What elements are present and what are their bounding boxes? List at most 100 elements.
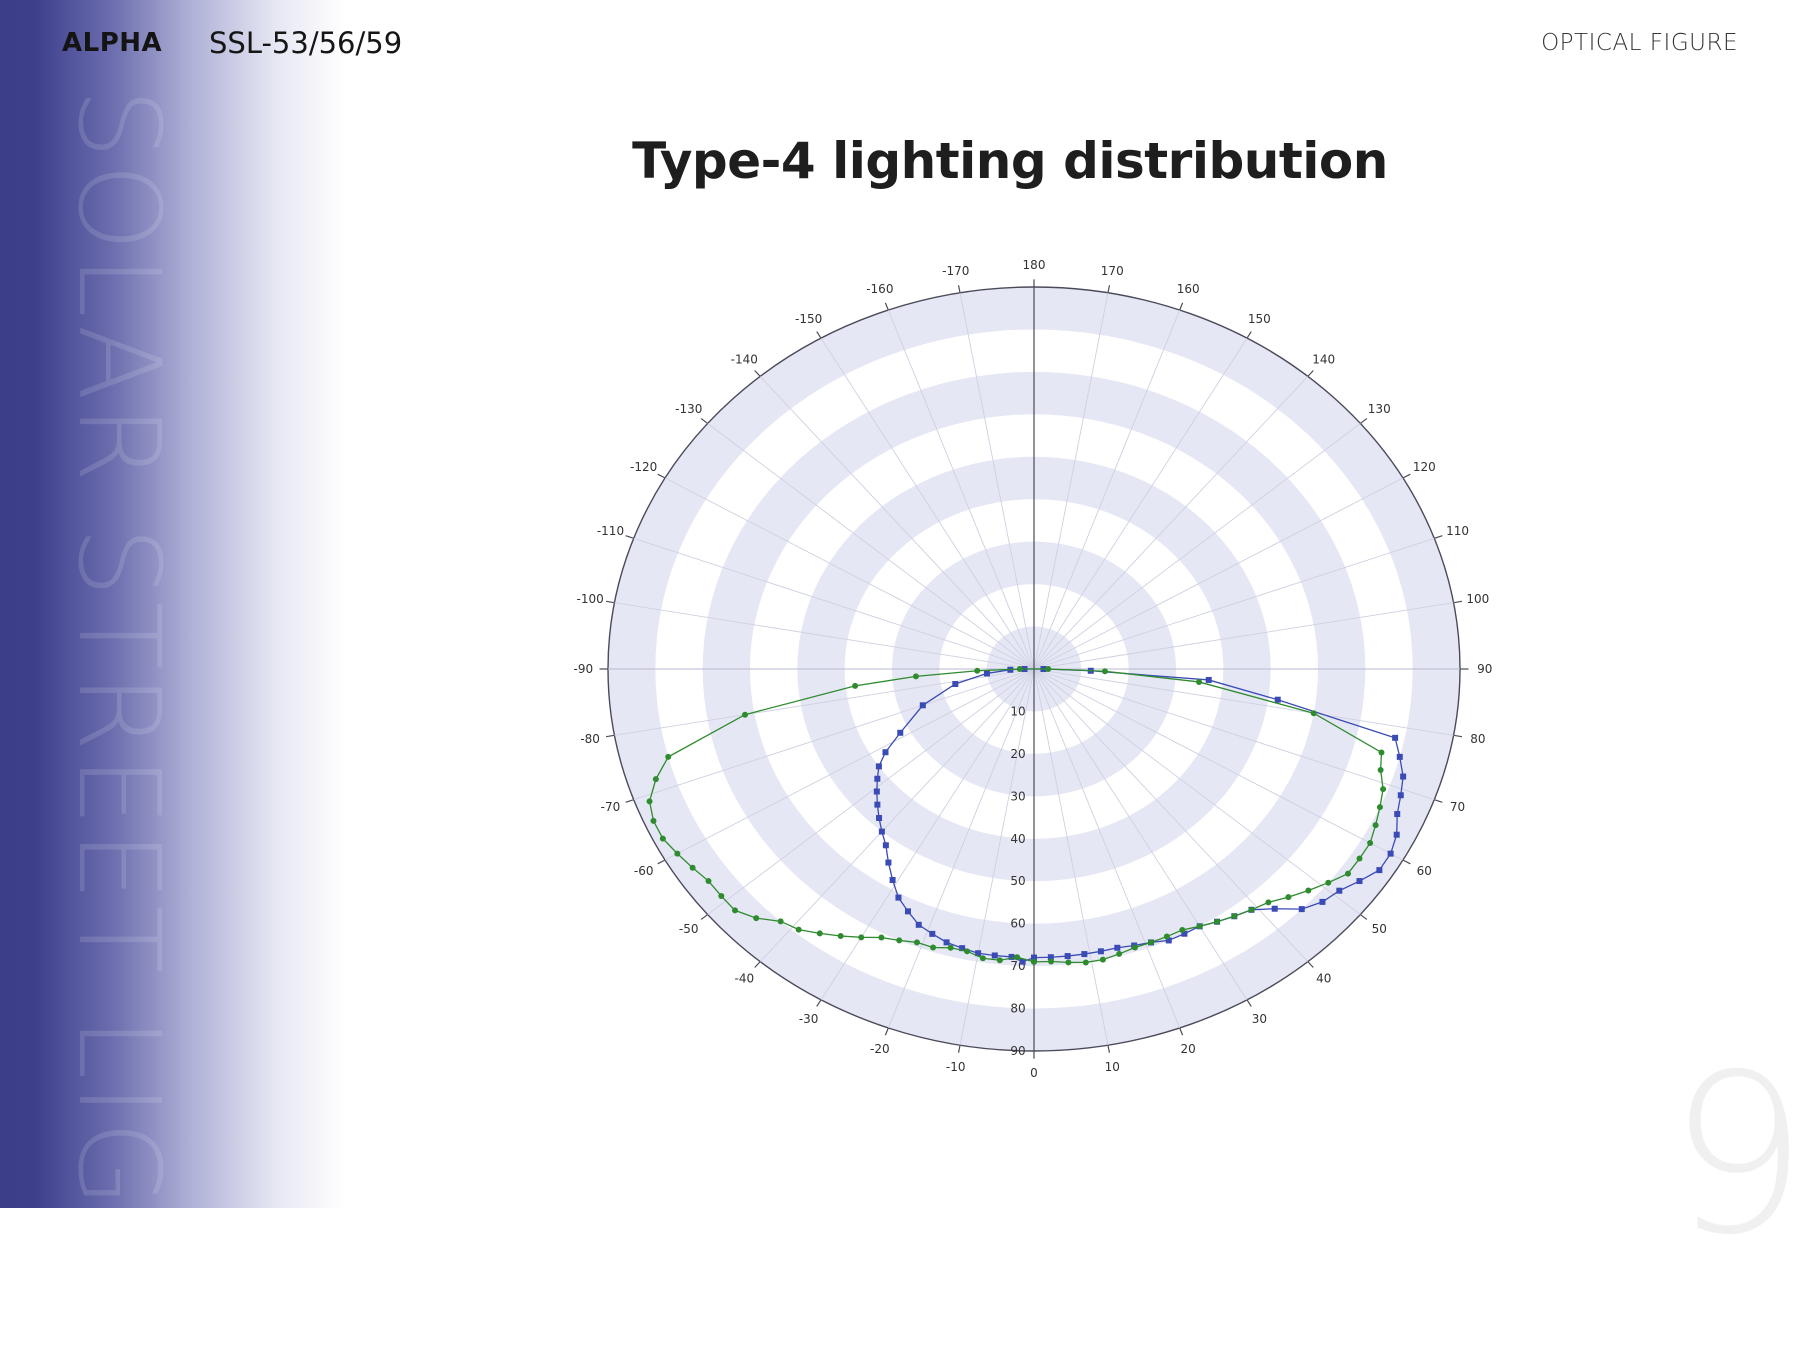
series-green-point [646,798,653,805]
spoke-line [1033,668,1248,1001]
series-blue-line [876,668,1404,963]
series-green-point [1345,870,1352,877]
radial-label: 20 [1010,747,1025,761]
series-green-point [837,932,844,939]
angle-label: 30 [1252,1012,1267,1026]
series-blue-point [1008,953,1015,960]
series-green-point [652,776,659,783]
spoke-line [1033,668,1309,962]
angle-label: 160 [1177,282,1200,296]
series-blue-point [1274,696,1281,703]
series-blue-point [1081,951,1088,958]
angle-label: -150 [795,312,822,326]
radial-label: 30 [1010,789,1025,803]
series-blue-point [1394,811,1401,818]
series-blue-point [1097,948,1104,955]
radial-label: 90 [1010,1044,1025,1058]
spoke-line [959,292,1035,670]
angle-tick [1434,799,1443,803]
series-green-point [1214,918,1221,925]
series-blue-point [1336,887,1343,894]
spoke-line [1033,668,1404,861]
series-blue-point [882,749,889,756]
series-green-point [1131,944,1138,951]
series-blue-point [983,670,990,677]
series-green-point [979,955,986,962]
angle-tick [625,799,634,803]
series-blue-point [889,877,896,884]
series-blue-point [1047,954,1054,961]
series-green-point [1372,822,1379,829]
angle-label: 50 [1372,922,1387,936]
angle-label: 70 [1450,800,1465,814]
series-blue-point [1396,753,1403,760]
angle-label: 110 [1446,524,1469,538]
sidebar-gradient [0,0,345,1208]
series-green-point [1031,958,1037,965]
angle-label: 80 [1470,732,1485,746]
spoke-line [1033,668,1435,801]
series-blue-point [1387,850,1394,857]
series-green-point [1376,804,1383,811]
series-blue-point [975,950,982,957]
angle-tick [1453,600,1463,604]
series-green-point [1045,666,1052,672]
angle-label: -50 [679,922,699,936]
series-green-point [1065,959,1072,966]
series-blue-point [1397,792,1404,799]
angle-label: 180 [1023,258,1046,272]
spoke-line [1033,537,1435,670]
angle-labels: 0 10 20 30 40 50 60 70 80 90 100 110 120 130 140 150 160… [573,258,1492,1080]
series-blue-point [1181,930,1188,937]
series-blue-point [897,729,904,736]
series-blue-point [1319,898,1326,905]
series-green-point [1014,954,1021,961]
spoke-line [707,668,1035,915]
spoke-line [1033,668,1361,915]
spoke-line [820,668,1035,1001]
series-blue-point [885,859,892,866]
spoke-line [887,668,1035,1029]
series-green-point [650,817,657,824]
angle-label: 120 [1413,460,1436,474]
series-green-point [1196,923,1203,930]
series-green-point [930,944,937,951]
angle-label: 60 [1417,864,1432,878]
angle-label: -100 [577,592,604,606]
radial-label: 80 [1010,1002,1025,1016]
brand-logo: ALPHA [62,28,163,58]
series-green-point [1377,766,1384,773]
series-blue-point [1392,734,1399,741]
model-number: SSL-53/56/59 [209,26,403,60]
angle-tick [1246,331,1252,339]
spoke-line [959,668,1035,1046]
angle-tick [1107,1045,1111,1053]
series-green-point [1048,958,1055,965]
spoke-line [614,602,1035,670]
angle-label: -140 [731,352,758,366]
angle-label: -110 [597,524,624,538]
angle-label: 130 [1368,402,1391,416]
angle-ticks [599,279,1469,1059]
angle-tick [957,285,961,293]
series-blue-point [991,952,998,959]
spoke-line [1033,292,1109,670]
series-blue-point [1298,906,1305,913]
series-green-point [732,907,739,914]
series-green-point [1248,906,1255,913]
series-blue-point [1165,937,1172,944]
series-green-point [1016,666,1023,672]
series-blue-point [904,908,911,915]
spoke-line [759,376,1035,670]
series-green-point [852,682,859,689]
series-blue-point [874,801,881,808]
radial-label: 10 [1010,704,1025,718]
angle-label: -170 [942,264,969,278]
series-blue-point [875,763,882,770]
series-green-point [753,915,760,922]
series-blue-point [959,945,966,952]
spoke-line [1033,668,1181,1029]
spoke-line [1033,477,1404,670]
series-green-point [1285,894,1292,901]
